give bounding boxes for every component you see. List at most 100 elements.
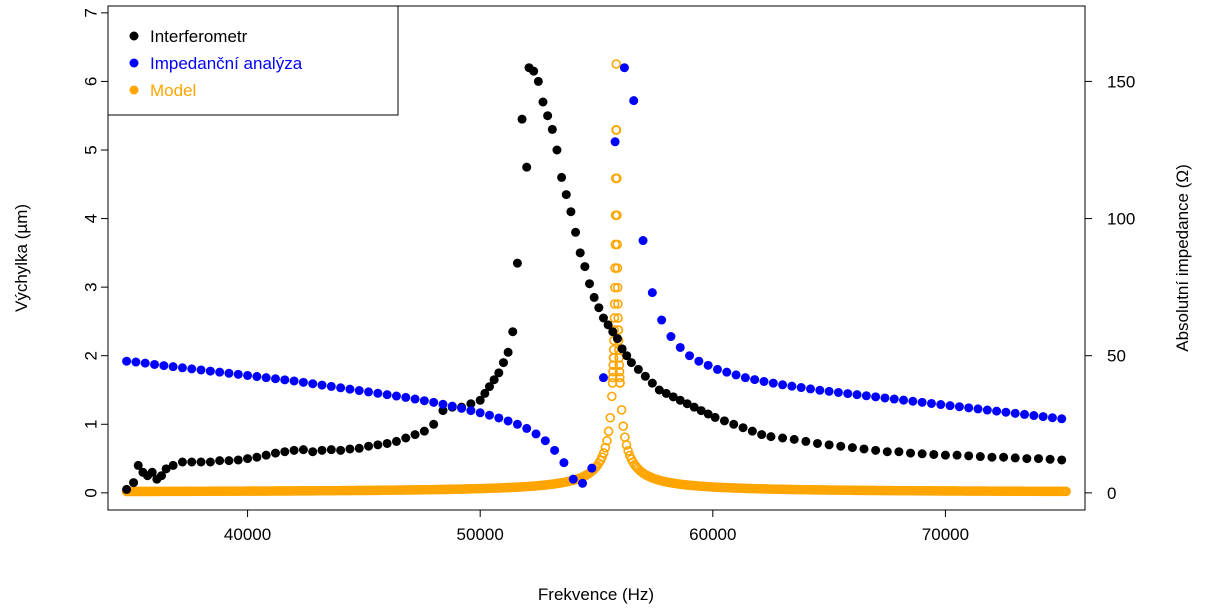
- plot-frame: [107, 5, 1086, 511]
- impedance-point: [457, 403, 467, 413]
- legend-label-impedance: Impedanční analýza: [150, 54, 303, 73]
- model-point: [610, 282, 620, 293]
- interferometr-point: [410, 430, 420, 440]
- interferometr-point: [270, 448, 280, 458]
- impedance-point: [484, 410, 494, 420]
- model-point: [614, 366, 625, 377]
- impedance-point: [703, 360, 713, 370]
- impedance-point: [326, 381, 336, 391]
- impedance-point: [401, 392, 411, 402]
- model-point: [612, 263, 623, 273]
- impedance-point: [1038, 412, 1048, 422]
- impedance-point: [629, 96, 639, 106]
- model-point: [620, 432, 630, 442]
- interferometr-point: [326, 445, 336, 455]
- interferometr-point: [224, 456, 234, 466]
- y-axis-right: 0 50 100 150: [1085, 72, 1135, 503]
- impedance-point: [531, 429, 541, 439]
- interferometr-point: [580, 262, 590, 272]
- interferometr-point: [466, 399, 476, 409]
- impedance-point: [373, 388, 383, 398]
- interferometr-point: [757, 430, 767, 440]
- impedance-point: [778, 380, 788, 390]
- model-point: [612, 210, 622, 221]
- impedance-point: [205, 366, 215, 376]
- impedance-point: [298, 377, 308, 387]
- interferometr-point: [373, 440, 383, 450]
- y-axis-right-title: Absolutní impedance (Ω): [1173, 164, 1192, 352]
- interferometr-point: [489, 375, 499, 385]
- impedance-point: [391, 391, 401, 401]
- interferometr-point: [824, 440, 834, 450]
- interferometr-point: [789, 434, 799, 444]
- interferometr-point: [157, 471, 167, 481]
- impedance-point: [354, 386, 364, 396]
- y-left-tick-label: 6: [81, 77, 100, 86]
- impedance-point: [1020, 409, 1030, 419]
- impedance-point: [261, 373, 271, 383]
- impedance-point: [568, 474, 578, 484]
- impedance-point: [243, 370, 253, 380]
- model-point: [613, 313, 623, 323]
- model-point: [609, 313, 620, 323]
- impedance-point: [666, 332, 676, 342]
- impedance-point: [252, 372, 262, 382]
- model-point: [614, 360, 625, 370]
- interferometr-point: [778, 433, 788, 443]
- interferometr-point: [512, 258, 522, 268]
- impedance-point: [750, 375, 760, 385]
- x-axis: 40000 50000 60000 70000: [224, 510, 969, 544]
- impedance-point: [982, 405, 992, 415]
- impedance-point: [852, 390, 862, 400]
- model-point: [611, 173, 622, 184]
- impedance-point: [787, 381, 797, 391]
- plot-marks: [121, 59, 1071, 497]
- interferometr-point: [243, 454, 253, 464]
- impedance-point: [889, 394, 899, 404]
- impedance-point: [540, 436, 550, 446]
- interferometr-point: [675, 395, 685, 405]
- interferometr-point: [364, 441, 374, 451]
- interferometr-point: [940, 450, 950, 460]
- impedance-point: [429, 397, 439, 407]
- interferometr-point: [1033, 454, 1043, 464]
- model-point: [613, 299, 623, 309]
- interferometr-point: [233, 455, 243, 465]
- model-point: [603, 426, 614, 437]
- impedance-point: [233, 369, 243, 379]
- legend-label-interferometr: Interferometr: [150, 27, 248, 46]
- interferometr-point: [391, 436, 401, 446]
- interferometr-point: [801, 436, 811, 446]
- model-point: [605, 412, 616, 423]
- interferometr-point: [133, 460, 143, 470]
- y-left-tick-label: 1: [81, 420, 100, 429]
- interferometr-point: [429, 419, 439, 429]
- interferometr-point: [401, 433, 411, 443]
- model-point: [607, 391, 617, 402]
- impedance-point: [759, 376, 769, 386]
- interferometr-point: [689, 402, 699, 412]
- interferometr-point: [561, 190, 571, 200]
- impedance-point: [871, 392, 881, 402]
- interferometr-point: [836, 441, 846, 451]
- interferometr-point: [298, 445, 308, 455]
- impedance-point: [280, 375, 290, 385]
- impedance-point: [1010, 408, 1020, 418]
- interferometr-point: [438, 406, 448, 416]
- impedance-point: [598, 373, 608, 383]
- x-tick-label: 40000: [224, 525, 271, 544]
- interferometr-point: [571, 227, 581, 237]
- interferometr-point: [929, 449, 939, 459]
- impedance-point: [973, 404, 983, 414]
- impedance-point: [447, 401, 457, 411]
- interferometr-point: [975, 452, 985, 462]
- legend: Interferometr Impedanční analýza Model: [107, 5, 399, 116]
- interferometr-point: [484, 382, 494, 392]
- impedance-point: [685, 351, 695, 361]
- impedance-point: [494, 413, 504, 423]
- interferometr-point: [633, 364, 643, 374]
- impedance-point: [1047, 413, 1057, 423]
- x-tick-label: 70000: [922, 525, 969, 544]
- impedance-point: [140, 358, 150, 368]
- impedance-point: [694, 356, 704, 366]
